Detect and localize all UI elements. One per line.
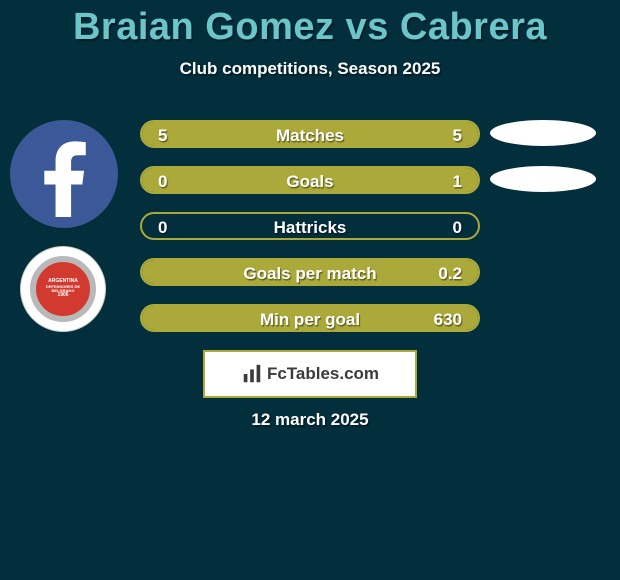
bar-value-right: 0 [453, 214, 462, 240]
stat-bar-row: Goals per match0.2 [140, 258, 480, 286]
stat-bar-row: Goals0 1 [140, 166, 480, 194]
club-crest-icon: ARGENTINA DEFENSORES DE BELGRANO 1906 [20, 246, 106, 332]
bar-value-right: 1 [453, 168, 462, 194]
facebook-logo-icon [10, 120, 118, 228]
page-title: Braian Gomez vs Cabrera [0, 0, 620, 49]
bar-label: Min per goal [142, 306, 478, 332]
stat-ellipse [490, 166, 596, 192]
ellipse-slot [490, 304, 610, 332]
stat-ellipses [490, 120, 610, 350]
ellipse-slot [490, 120, 610, 148]
bar-value-right: 630 [434, 306, 462, 332]
facebook-f-glyph [21, 131, 107, 217]
bar-label: Hattricks [142, 214, 478, 240]
bar-value-left: 5 [158, 122, 167, 148]
ellipse-slot [490, 212, 610, 240]
bar-value-right: 0.2 [438, 260, 462, 286]
comparison-infographic: Braian Gomez vs Cabrera Club competition… [0, 0, 620, 580]
crest-inner: ARGENTINA DEFENSORES DE BELGRANO 1906 [30, 256, 96, 322]
watermark: FcTables.com [203, 350, 417, 398]
page-subtitle: Club competitions, Season 2025 [0, 59, 620, 79]
stat-ellipse [490, 120, 596, 146]
bar-value-right: 5 [453, 122, 462, 148]
bar-value-left: 0 [158, 214, 167, 240]
footer-date: 12 march 2025 [0, 410, 620, 430]
avatar-column: ARGENTINA DEFENSORES DE BELGRANO 1906 [10, 120, 130, 350]
bar-label: Matches [142, 122, 478, 148]
stat-bar-row: Matches5 5 [140, 120, 480, 148]
stat-bar-row: Min per goal630 [140, 304, 480, 332]
bar-value-left: 0 [158, 168, 167, 194]
crest-text-year: 1906 [57, 293, 68, 299]
bar-chart-icon [241, 363, 263, 385]
bar-label: Goals [142, 168, 478, 194]
stat-bars: Matches55Goals01Hattricks00Goals per mat… [140, 120, 480, 350]
stat-bar-row: Hattricks0 0 [140, 212, 480, 240]
watermark-text: FcTables.com [267, 364, 379, 384]
bar-label: Goals per match [142, 260, 478, 286]
ellipse-slot [490, 258, 610, 286]
ellipse-slot [490, 166, 610, 194]
